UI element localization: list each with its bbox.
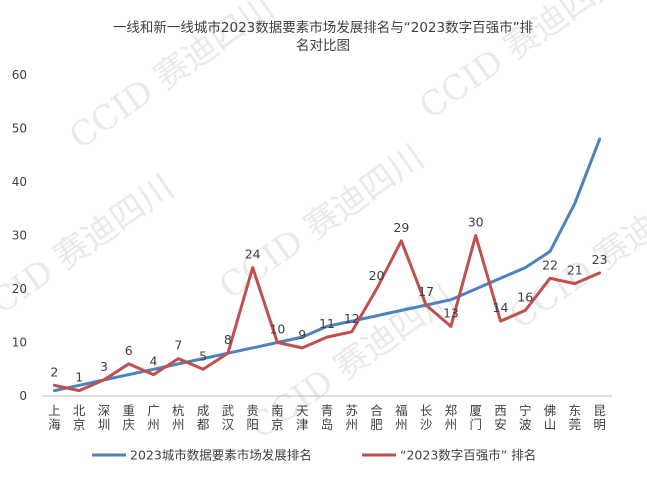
x-category-label: 天津 bbox=[296, 403, 309, 432]
y-tick-label: 60 bbox=[12, 68, 27, 82]
x-category-label: 东莞 bbox=[569, 403, 582, 432]
y-tick-label: 40 bbox=[12, 175, 27, 189]
data-label: 3 bbox=[100, 359, 108, 374]
data-label: 9 bbox=[298, 327, 306, 342]
data-label: 29 bbox=[393, 220, 409, 235]
series-layer bbox=[52, 137, 602, 393]
y-tick-label: 30 bbox=[12, 229, 27, 243]
x-category-label: 青岛 bbox=[321, 403, 334, 432]
y-axis-ticks: 0 10 20 30 40 50 60 bbox=[12, 68, 27, 403]
x-category-label: 长沙 bbox=[420, 403, 433, 432]
x-category-label: 武汉 bbox=[222, 403, 235, 432]
data-label: 2 bbox=[50, 364, 58, 379]
data-label: 16 bbox=[517, 289, 533, 304]
x-axis-category-labels: 上海北京深圳重庆广州杭州成都武汉贵阳南京天津青岛苏州合肥福州长沙郑州厦门西安宁波… bbox=[48, 403, 606, 432]
x-category-label: 上海 bbox=[48, 403, 61, 432]
x-category-label: 佛山 bbox=[544, 403, 557, 432]
data-label: 14 bbox=[493, 300, 509, 315]
x-category-label: 合肥 bbox=[370, 403, 383, 432]
data-label: 24 bbox=[245, 247, 261, 262]
data-label: 8 bbox=[224, 332, 232, 347]
y-tick-label: 50 bbox=[12, 122, 27, 136]
x-category-label: 苏州 bbox=[346, 403, 359, 432]
x-category-label: 成都 bbox=[197, 403, 210, 432]
data-label: 13 bbox=[443, 305, 459, 320]
data-label: 30 bbox=[468, 215, 484, 230]
data-label: 10 bbox=[269, 322, 285, 337]
chart-title-line-2: 名对比图 bbox=[296, 38, 350, 54]
series-line-1 bbox=[52, 137, 602, 393]
y-tick-label: 0 bbox=[19, 389, 27, 403]
data-label: 11 bbox=[319, 316, 335, 331]
data-label: 22 bbox=[542, 257, 558, 272]
chart-title-line-1: 一线和新一线城市2023数据要素市场发展排名与“2023数字百强市”排 bbox=[113, 19, 533, 36]
legend-label-2: “2023数字百强市” 排名 bbox=[400, 448, 536, 463]
x-category-label: 福州 bbox=[395, 403, 408, 432]
data-label: 23 bbox=[592, 252, 608, 267]
legend: 2023城市数据要素市场发展排名 “2023数字百强市” 排名 bbox=[92, 448, 536, 463]
x-category-label: 宁波 bbox=[519, 403, 532, 432]
data-label: 4 bbox=[150, 354, 158, 369]
x-category-label: 昆明 bbox=[593, 403, 606, 432]
data-label: 1 bbox=[75, 370, 83, 385]
y-tick-label: 10 bbox=[12, 336, 27, 350]
data-label: 7 bbox=[174, 338, 182, 353]
x-category-label: 广州 bbox=[147, 403, 160, 432]
y-tick-label: 20 bbox=[12, 282, 27, 296]
legend-label-1: 2023城市数据要素市场发展排名 bbox=[130, 448, 312, 463]
x-category-label: 贵阳 bbox=[246, 403, 259, 432]
data-label: 21 bbox=[567, 263, 583, 278]
x-category-label: 南京 bbox=[271, 403, 284, 432]
x-category-label: 深圳 bbox=[98, 403, 111, 432]
data-label: 17 bbox=[418, 284, 434, 299]
x-category-label: 重庆 bbox=[122, 403, 135, 432]
data-label: 12 bbox=[344, 311, 360, 326]
x-category-label: 北京 bbox=[73, 403, 86, 432]
x-category-label: 西安 bbox=[494, 403, 507, 432]
x-category-label: 厦门 bbox=[469, 403, 482, 432]
data-label: 20 bbox=[369, 268, 385, 283]
x-category-label: 杭州 bbox=[172, 403, 185, 432]
data-label: 6 bbox=[125, 343, 133, 358]
x-category-label: 郑州 bbox=[445, 403, 458, 432]
watermark-text: CCID 赛迪四川 bbox=[0, 167, 181, 337]
data-label: 5 bbox=[199, 348, 207, 363]
chart-title: 一线和新一线城市2023数据要素市场发展排名与“2023数字百强市”排 名对比图 bbox=[113, 19, 533, 54]
